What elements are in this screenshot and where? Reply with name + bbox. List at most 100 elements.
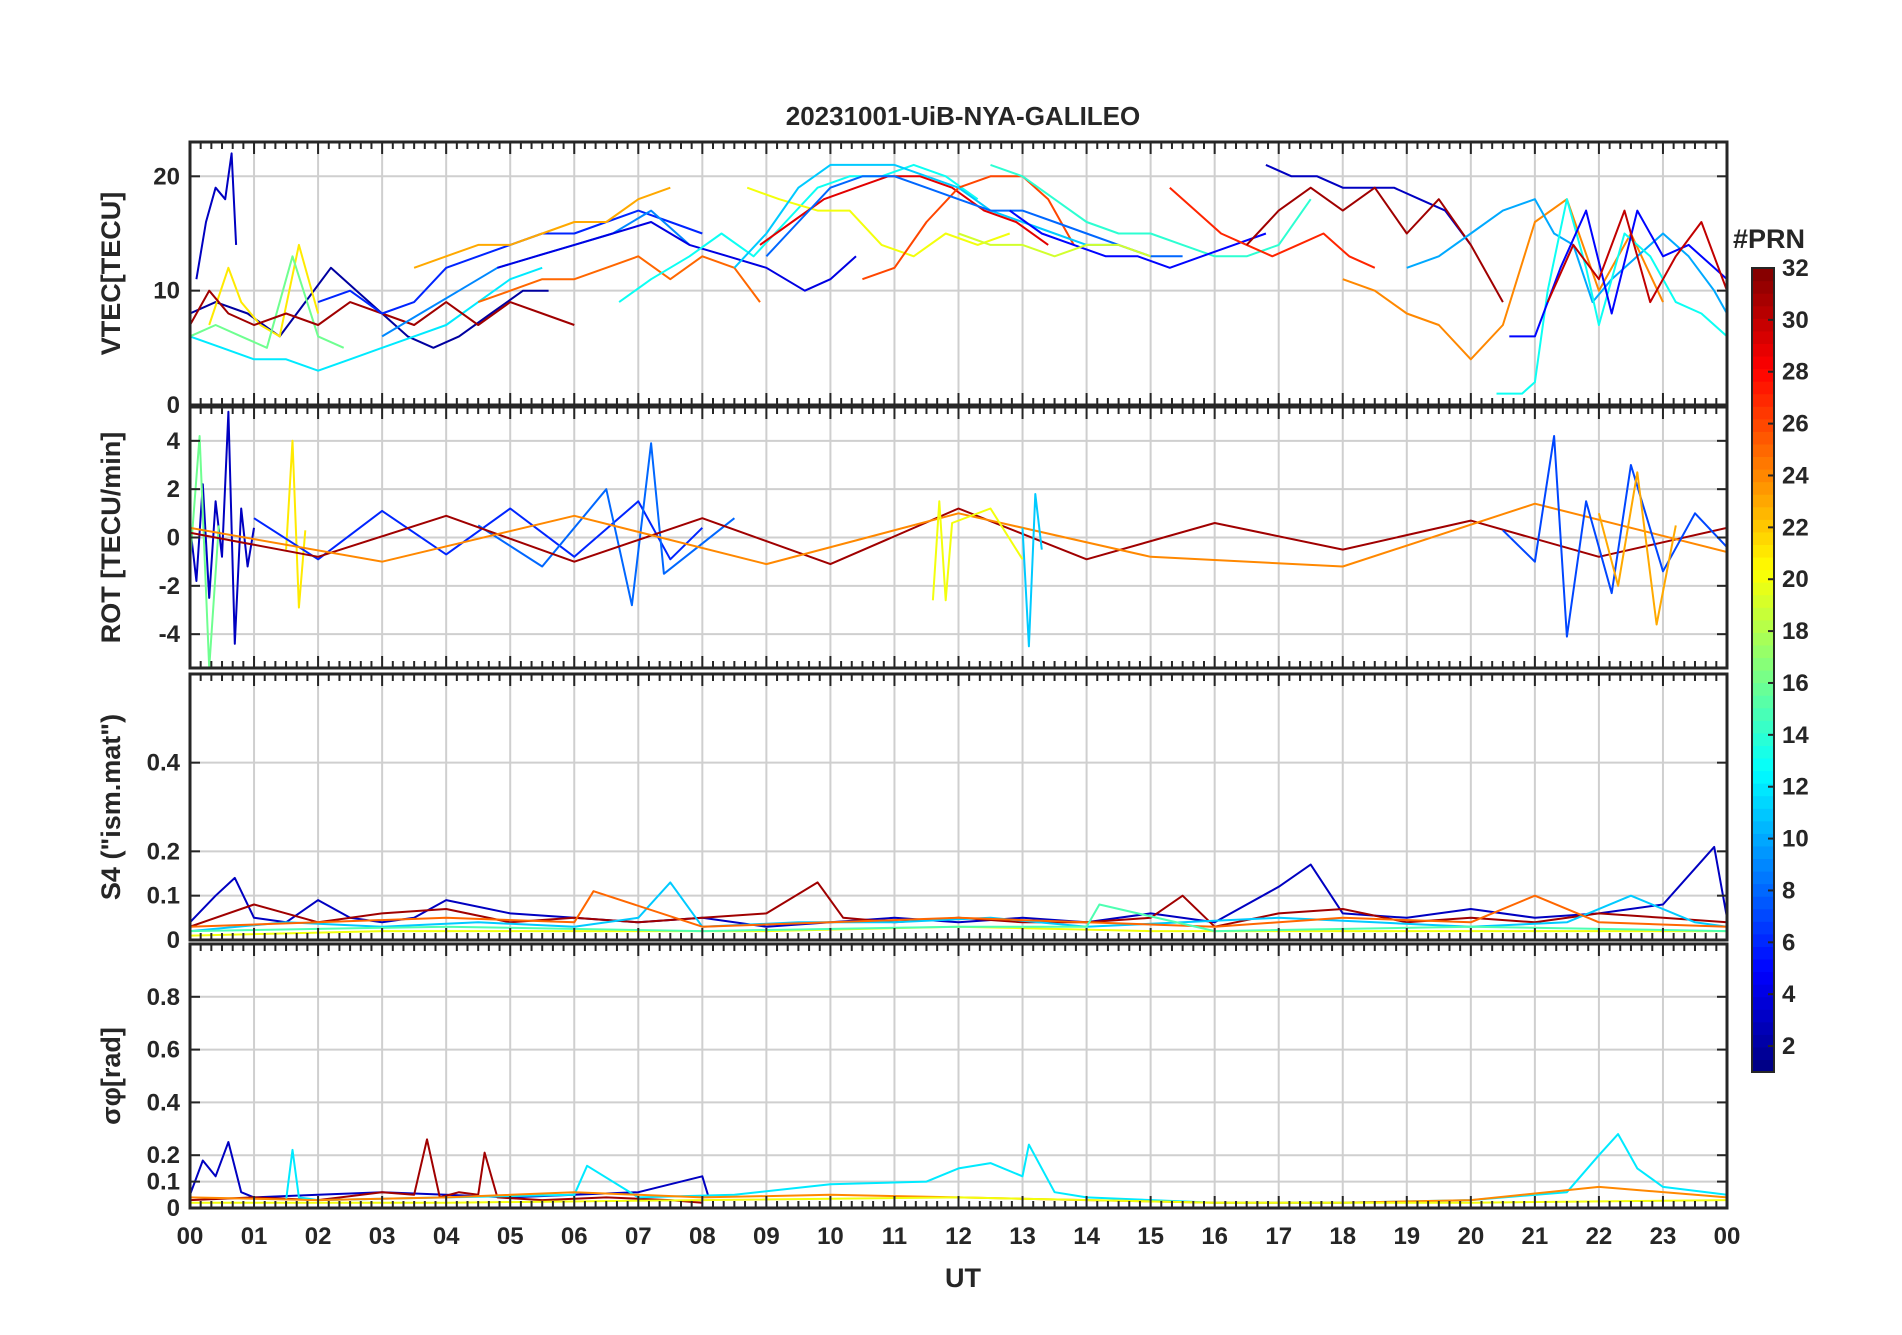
x-tick-label: 14: [1073, 1223, 1100, 1250]
colorbar-segment: [1752, 1059, 1774, 1073]
colorbar-segment: [1752, 607, 1774, 621]
colorbar-tick-label: 2: [1782, 1033, 1795, 1060]
y-axis-label-sigma-phi: σφ[rad]: [96, 1027, 126, 1125]
colorbar-segment: [1752, 1034, 1774, 1048]
colorbar-frame: [1751, 267, 1775, 1073]
colorbar-segment: [1752, 996, 1774, 1010]
colorbar-segment: [1752, 783, 1774, 797]
colorbar-segment: [1752, 519, 1774, 533]
colorbar-segment: [1752, 443, 1774, 458]
colorbar-segment: [1752, 971, 1774, 985]
y-tick-label: 0.4: [147, 750, 181, 777]
colorbar-tick-label: 6: [1782, 929, 1795, 956]
colorbar-label: #PRN: [1733, 224, 1805, 254]
x-tick-label: 19: [1393, 1223, 1420, 1250]
y-tick-label: 0.6: [147, 1037, 180, 1064]
x-tick-label: 11: [882, 1223, 907, 1250]
colorbar-tick-label: 16: [1782, 670, 1809, 697]
colorbar-segment: [1752, 632, 1774, 646]
series-line-prn-4: [497, 221, 857, 292]
colorbar-segment: [1752, 1009, 1774, 1023]
panel-sigma-phi: 00.10.2 0.4 0.6 0.8 σφ[rad]: [96, 942, 1729, 1222]
colorbar-segment: [1752, 958, 1774, 973]
colorbar-segment: [1752, 745, 1774, 759]
colorbar-segment: [1752, 368, 1774, 382]
series-line-prn-23: [1597, 471, 1677, 626]
x-tick-label: 08: [689, 1223, 716, 1250]
x-tick-label: 06: [561, 1223, 588, 1250]
colorbar-segment: [1752, 833, 1774, 847]
colorbar-tick-label: 12: [1782, 774, 1809, 801]
y-tick-label: 0.1: [147, 883, 180, 910]
x-tick-label: 03: [369, 1223, 396, 1250]
colorbar-segment: [1752, 594, 1774, 608]
colorbar-segment: [1752, 506, 1774, 520]
x-tick-label: 12: [945, 1223, 972, 1250]
series-group: [190, 152, 1727, 395]
series-line-prn-24: [190, 502, 1727, 568]
colorbar-segment: [1752, 318, 1774, 332]
colorbar-segment: [1752, 481, 1774, 495]
colorbar-segment: [1752, 657, 1774, 671]
series-line-prn-3: [1265, 163, 1472, 246]
series-line-prn-24: [1342, 198, 1664, 361]
series-line-prn-31: [190, 289, 575, 326]
y-axis-label-vtec: VTEC[TECU]: [96, 192, 126, 356]
colorbar-segment: [1752, 406, 1774, 420]
series-line-prn-23: [413, 186, 671, 269]
colorbar-segment: [1752, 569, 1774, 583]
colorbar-segment: [1752, 456, 1774, 470]
x-tick-label: 07: [625, 1223, 652, 1250]
series-line-prn-15: [190, 903, 1727, 933]
colorbar-tick-label: 26: [1782, 411, 1809, 438]
colorbar-segment: [1752, 871, 1774, 885]
series-line-prn-5: [1009, 209, 1267, 269]
series-line-prn-11: [190, 881, 1727, 933]
colorbar-segment: [1752, 280, 1774, 294]
series-line-prn-16: [190, 255, 345, 349]
colorbar-segment: [1752, 732, 1774, 746]
chart-title: 20231001-UiB-NYA-GALILEO: [786, 101, 1141, 131]
series-line-prn-14: [990, 163, 1312, 258]
colorbar-segment: [1752, 293, 1774, 307]
y-tick-label: 0: [167, 927, 180, 954]
colorbar-segment: [1752, 670, 1774, 684]
y-tick-label: 2: [167, 476, 180, 503]
colorbar-segment: [1752, 896, 1774, 910]
x-tick-label: 09: [753, 1223, 780, 1250]
series-line-prn-27: [1169, 186, 1376, 269]
colorbar-segment: [1752, 305, 1774, 319]
colorbar-segment: [1752, 644, 1774, 659]
series-line-prn-26: [862, 175, 1075, 281]
series-line-prn-25: [190, 890, 1727, 928]
series-line-prn-3: [190, 410, 255, 645]
colorbar-segment: [1752, 1021, 1774, 1035]
colorbar-tick-label: 24: [1782, 462, 1809, 489]
colorbar-tick-label: 10: [1782, 826, 1809, 853]
colorbar-segment: [1752, 707, 1774, 721]
series-line-prn-30: [1546, 209, 1727, 304]
colorbar-segment: [1752, 933, 1774, 947]
colorbar-segment: [1752, 858, 1774, 872]
colorbar-segment: [1752, 393, 1774, 407]
x-tick-label: 17: [1265, 1223, 1292, 1250]
x-tick-label: 02: [305, 1223, 332, 1250]
colorbar-tick-label: 14: [1782, 722, 1809, 749]
series-line-prn-12: [190, 266, 543, 372]
series-line-prn-19: [958, 232, 1151, 258]
y-tick-label: 0.8: [147, 984, 180, 1011]
panel-vtec: 0 10 20 VTEC[TECU]: [96, 140, 1729, 419]
colorbar-segment: [1752, 469, 1774, 483]
y-tick-label: -2: [159, 573, 180, 600]
y-tick-label: -4: [159, 621, 181, 648]
y-tick-label: 0.1: [147, 1169, 180, 1196]
colorbar-segment: [1752, 418, 1774, 432]
series-line-prn-10: [1406, 198, 1727, 314]
colorbar-segment: [1752, 946, 1774, 960]
colorbar-tick-label: 8: [1782, 877, 1795, 904]
series-line-prn-11: [733, 163, 1119, 269]
series-line-prn-13: [1496, 198, 1727, 395]
colorbar-segment: [1752, 695, 1774, 709]
